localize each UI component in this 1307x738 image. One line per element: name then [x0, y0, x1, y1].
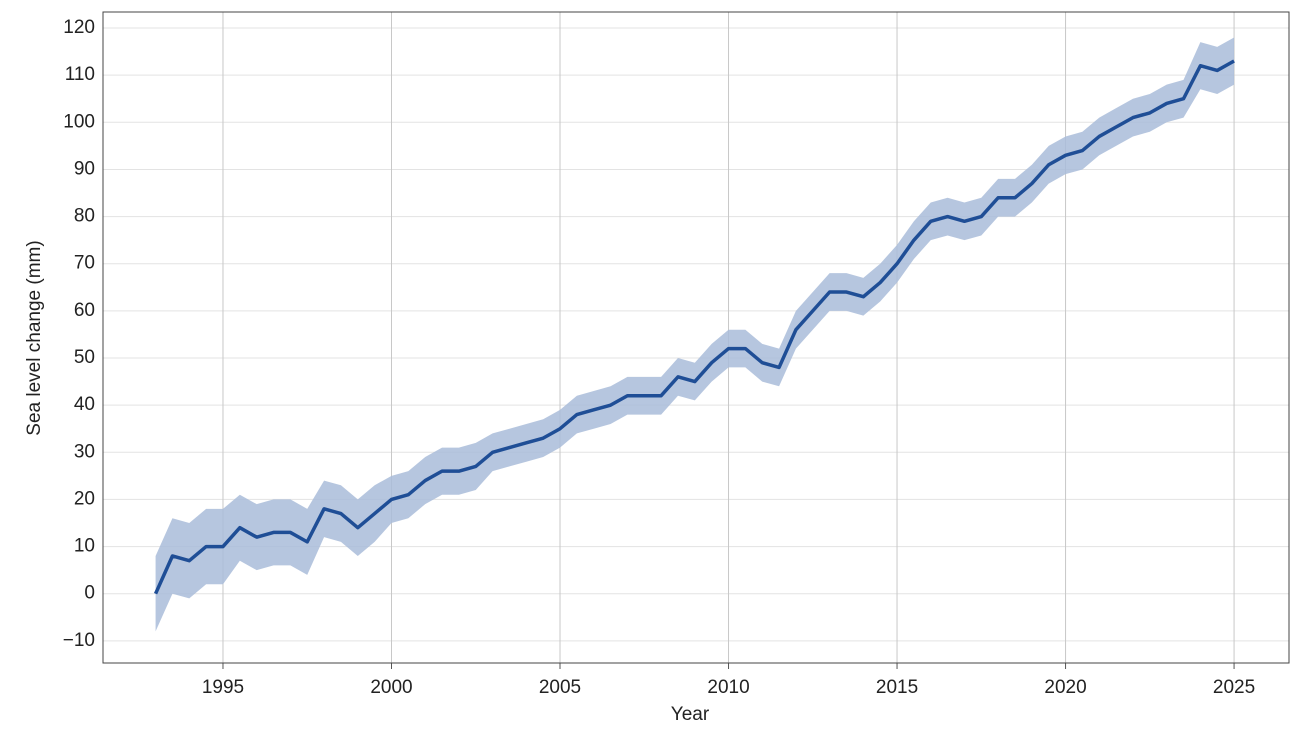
x-tick-label: 2010 — [707, 677, 749, 698]
y-tick-label: 0 — [84, 583, 95, 604]
y-tick-label: 60 — [74, 300, 95, 321]
uncertainty-band — [155, 37, 1235, 632]
x-tick-label: 1995 — [202, 677, 244, 698]
plot-frame — [102, 11, 1290, 664]
x-tick-label: 2000 — [370, 677, 412, 698]
y-axis-label: Sea level change (mm) — [24, 240, 45, 435]
x-tick-label: 2015 — [876, 677, 918, 698]
y-tick-label: 80 — [74, 206, 95, 227]
y-tick-label: 90 — [74, 158, 95, 179]
y-tick-label: 50 — [74, 347, 95, 368]
y-tick-label: 40 — [74, 394, 95, 415]
x-tick-label: 2020 — [1044, 677, 1086, 698]
x-tick-label: 2025 — [1213, 677, 1255, 698]
x-tick-label: 2005 — [539, 677, 581, 698]
y-tick-label: 110 — [65, 64, 95, 85]
x-axis-label: Year — [671, 704, 710, 725]
y-tick-label: 120 — [63, 17, 95, 38]
line — [153, 59, 1235, 595]
y-tick-label: 100 — [63, 111, 95, 132]
y-tick-label: 70 — [74, 253, 95, 274]
y-tick-label: 10 — [74, 536, 95, 557]
y-tick-label: −10 — [63, 630, 95, 651]
y-tick-label: 30 — [74, 441, 95, 462]
y-tick-label: 20 — [74, 488, 95, 509]
